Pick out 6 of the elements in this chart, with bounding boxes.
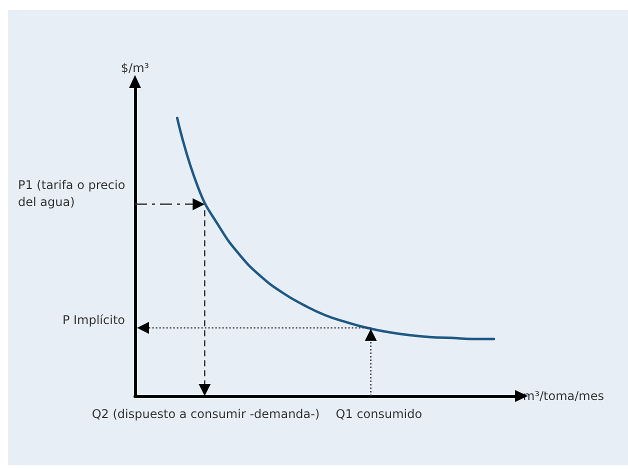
text: Q2 (dispuesto a consumir -demanda-) [92,406,320,423]
text: P Implícito [62,312,125,329]
x-axis-title: m³/toma/mes [523,389,604,403]
text: Q1 consumido [336,406,422,423]
text: P1 (tarifa o precio del agua) [18,177,126,212]
y-axis-title: $/m³ [120,61,150,75]
